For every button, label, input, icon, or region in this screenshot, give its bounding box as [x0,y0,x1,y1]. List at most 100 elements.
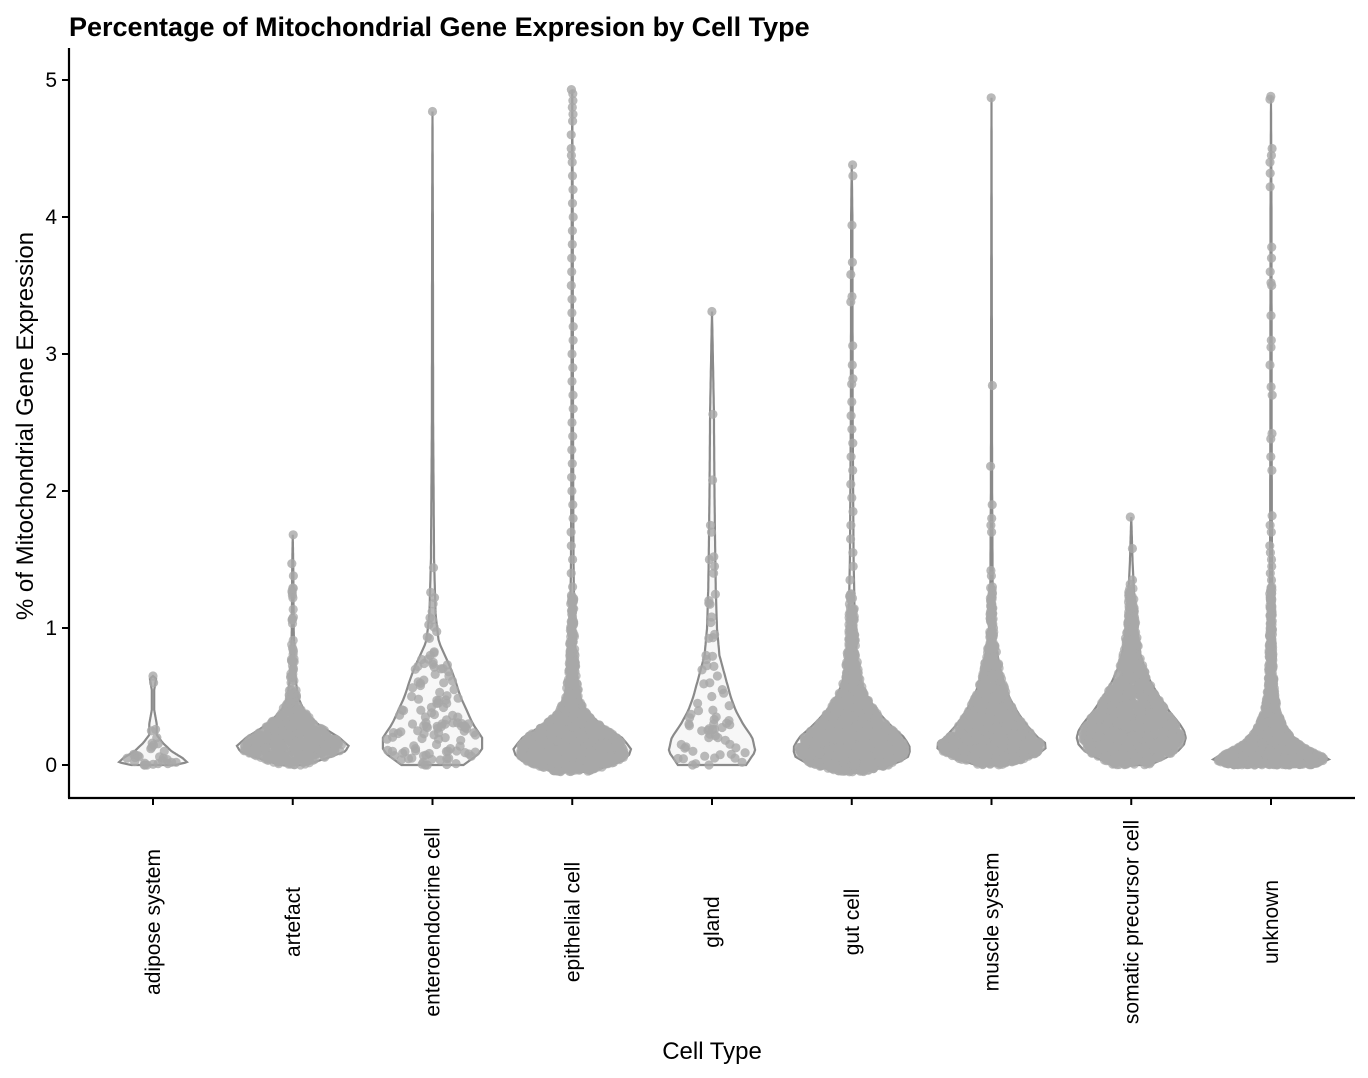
data-point [872,749,882,759]
outlier-point [427,615,438,625]
data-point [956,728,966,738]
outlier-point [413,726,423,736]
outlier-point [568,404,578,414]
outlier-point [567,609,577,619]
outlier-point [456,735,466,745]
outlier-point [567,226,578,236]
outlier-point [707,691,717,702]
data-point [847,683,858,693]
outlier-point [287,671,297,681]
data-point [396,727,406,737]
data-point [829,711,839,721]
data-point [832,726,843,736]
data-point [985,693,995,703]
data-point [567,734,577,744]
outlier-point [567,308,577,318]
outlier-point [568,212,578,222]
outlier-point [566,527,576,537]
data-point [812,758,822,768]
data-point [288,635,298,646]
data-point [571,720,581,730]
outlier-point [688,746,698,756]
outlier-point [566,130,576,140]
data-point [553,746,564,756]
outlier-point [416,705,426,715]
outlier-point [431,739,442,750]
outlier-point [568,116,578,126]
data-point [815,747,825,757]
data-point [609,753,619,763]
outlier-point [706,527,717,537]
outlier-point [986,93,996,103]
data-point [870,714,880,724]
outlier-point [566,541,576,551]
outlier-point [567,294,577,304]
data-point [1012,738,1023,748]
outlier-point [287,656,297,666]
data-point [122,753,132,763]
outlier-point [987,527,997,537]
data-point [288,604,298,615]
data-point [961,755,972,765]
data-point [536,724,546,734]
data-point [821,755,832,765]
data-point [586,725,596,735]
data-point [572,679,582,689]
outlier-point [987,500,997,510]
outlier-point [568,335,578,345]
outlier-point [567,417,577,428]
data-point [453,693,463,703]
data-point [443,746,453,756]
data-point [848,675,858,685]
data-point [272,739,282,749]
data-point [585,763,595,773]
outlier-point [845,602,856,613]
outlier-point [717,685,727,695]
outlier-point [426,587,436,598]
data-point [430,669,440,680]
data-point [982,744,993,754]
data-point [843,742,853,752]
outlier-point [848,548,858,558]
data-point [261,729,272,740]
outlier-point [846,520,856,530]
outlier-point [436,722,446,732]
outlier-point [567,267,577,277]
outlier-point [848,465,858,475]
data-point [460,721,470,731]
data-point [242,738,252,748]
data-point [852,742,862,752]
violin-group-somatic-precursor-cell [1075,512,1187,770]
data-point [813,739,823,749]
outlier-point [565,637,575,647]
outlier-point [410,744,421,754]
outlier-point [988,623,999,633]
outlier-point [846,297,856,307]
outlier-point [438,702,449,713]
outlier-point [567,157,577,167]
data-point [700,751,710,761]
data-point [828,702,838,712]
outlier-point [444,671,454,681]
outlier-point [708,475,718,485]
violin-group-artefact [235,530,351,770]
violin-group-gland [667,306,757,770]
outlier-point [285,698,295,709]
outlier-point [407,753,417,763]
outlier-point [704,760,714,770]
data-point [860,757,871,767]
data-point [978,669,988,679]
data-point [470,730,481,740]
outlier-point [846,452,856,462]
outlier-point [420,712,430,722]
outlier-point [568,554,578,565]
outlier-point [566,568,576,578]
data-point [302,755,312,765]
outlier-point [846,269,856,280]
data-point [974,703,985,713]
outlier-point [428,657,438,667]
data-point [301,735,311,745]
data-point [849,712,859,722]
data-point [988,639,998,649]
